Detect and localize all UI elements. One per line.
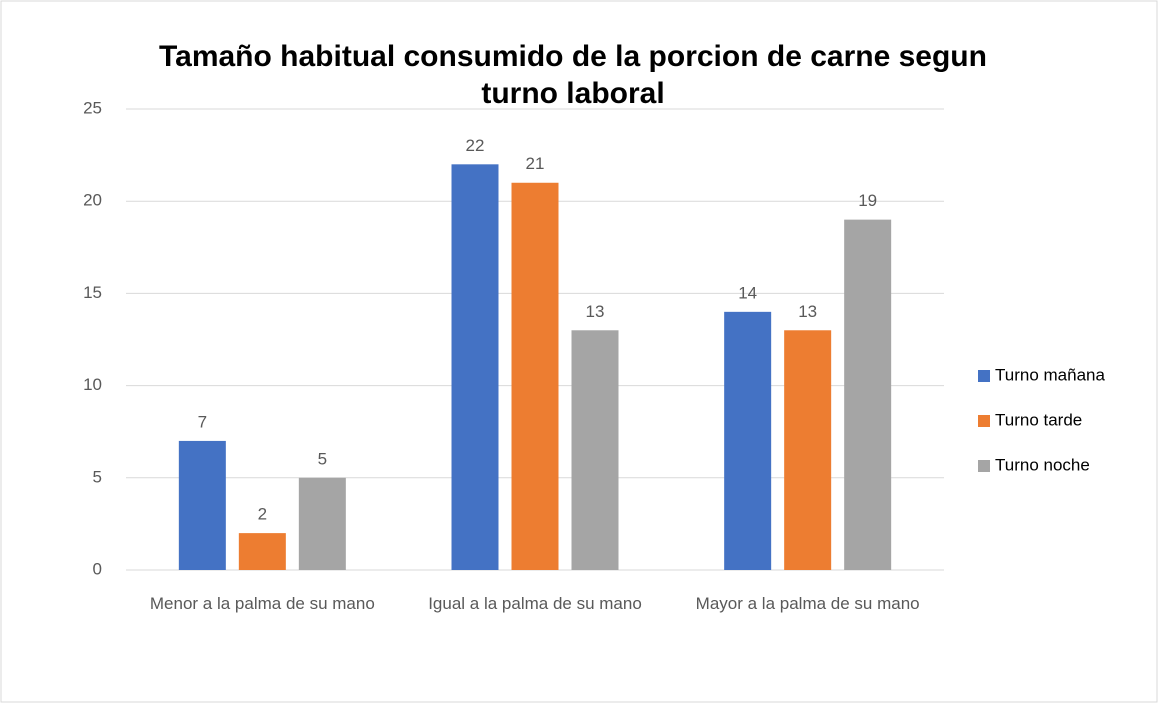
legend-label: Turno tarde	[995, 410, 1082, 429]
legend-label: Turno noche	[995, 455, 1090, 474]
bar	[511, 182, 559, 570]
y-tick-label: 25	[83, 98, 102, 117]
y-tick-label: 20	[83, 191, 102, 210]
data-label: 22	[466, 136, 485, 155]
y-tick-label: 10	[83, 375, 102, 394]
x-tick-label: Igual a la palma de su mano	[428, 594, 642, 613]
bar	[178, 440, 226, 570]
bar	[844, 219, 892, 570]
data-label: 13	[586, 302, 605, 321]
x-tick-label: Menor a la palma de su mano	[149, 594, 375, 613]
legend-swatch	[978, 370, 990, 382]
legend-swatch	[978, 415, 990, 427]
y-tick-label: 15	[83, 283, 102, 302]
data-label: 21	[526, 154, 545, 173]
data-label: 19	[858, 191, 877, 210]
bar	[724, 311, 772, 570]
data-label: 13	[798, 302, 817, 321]
legend-swatch	[978, 460, 990, 472]
data-label: 5	[318, 449, 327, 468]
bar	[451, 164, 499, 570]
legend-label: Turno mañana	[995, 365, 1105, 384]
data-label: 2	[258, 505, 267, 524]
bar	[238, 533, 286, 570]
data-label: 7	[198, 412, 207, 431]
bar	[784, 330, 832, 570]
x-tick-label: Mayor a la palma de su mano	[695, 594, 920, 613]
y-tick-label: 5	[93, 467, 102, 486]
bar	[571, 330, 619, 570]
data-label: 14	[738, 283, 757, 302]
bar	[298, 477, 346, 570]
chart-title: Tamaño habitual consumido de la porcion …	[159, 40, 987, 110]
y-tick-label: 0	[93, 559, 102, 578]
